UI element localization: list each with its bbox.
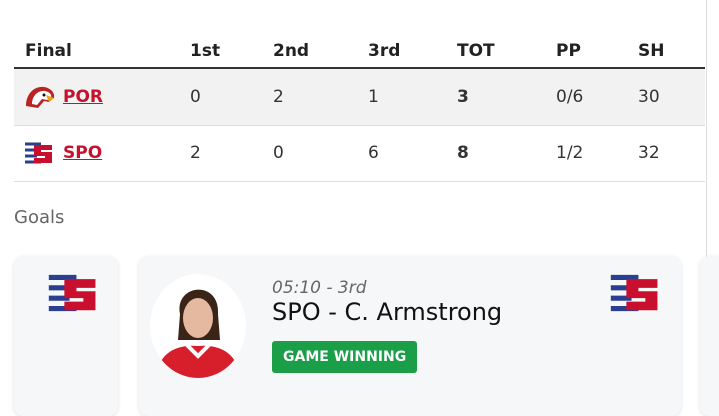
table-row: POR 0 2 1 3 0/6 30 (14, 69, 705, 126)
spo-3rd: 6 (368, 143, 379, 163)
header-sh: SH (638, 41, 665, 61)
team-link-spo[interactable]: SPO (63, 143, 103, 163)
por-1st: 0 (190, 87, 201, 107)
page-border (706, 0, 707, 401)
spo-1st: 2 (190, 143, 201, 163)
header-pp: PP (556, 41, 581, 61)
goal-card[interactable]: 05:10 - 3rd SPO - C. Armstrong GAME WINN… (139, 256, 681, 416)
por-2nd: 2 (273, 87, 284, 107)
header-tot: TOT (457, 41, 495, 61)
spokane-chiefs-logo (48, 274, 96, 312)
spokane-chiefs-logo (610, 274, 658, 312)
boxscore-header: Final 1st 2nd 3rd TOT PP SH (14, 22, 705, 69)
header-2nd: 2nd (273, 41, 310, 61)
por-3rd: 1 (368, 87, 379, 107)
goal-card-next[interactable] (700, 256, 719, 416)
header-3rd: 3rd (368, 41, 401, 61)
goal-time: 05:10 - 3rd (272, 278, 367, 298)
por-pp: 0/6 (556, 87, 584, 107)
spokane-chiefs-logo (25, 142, 52, 164)
portland-winterhawks-logo (26, 86, 55, 108)
spo-tot: 8 (457, 143, 469, 163)
por-tot: 3 (457, 87, 469, 107)
goal-scorer: SPO - C. Armstrong (272, 298, 503, 326)
spo-2nd: 0 (273, 143, 284, 163)
team-link-por[interactable]: POR (63, 87, 104, 107)
header-1st: 1st (190, 41, 221, 61)
por-sh: 30 (638, 87, 660, 107)
game-winning-badge: GAME WINNING (272, 341, 418, 373)
goal-card-prev[interactable] (14, 256, 118, 416)
spo-pp: 1/2 (556, 143, 584, 163)
header-final: Final (25, 41, 72, 61)
spo-sh: 32 (638, 143, 660, 163)
table-row: SPO 2 0 6 8 1/2 32 (14, 125, 705, 182)
goals-heading: Goals (14, 207, 65, 228)
player-avatar (150, 274, 246, 378)
